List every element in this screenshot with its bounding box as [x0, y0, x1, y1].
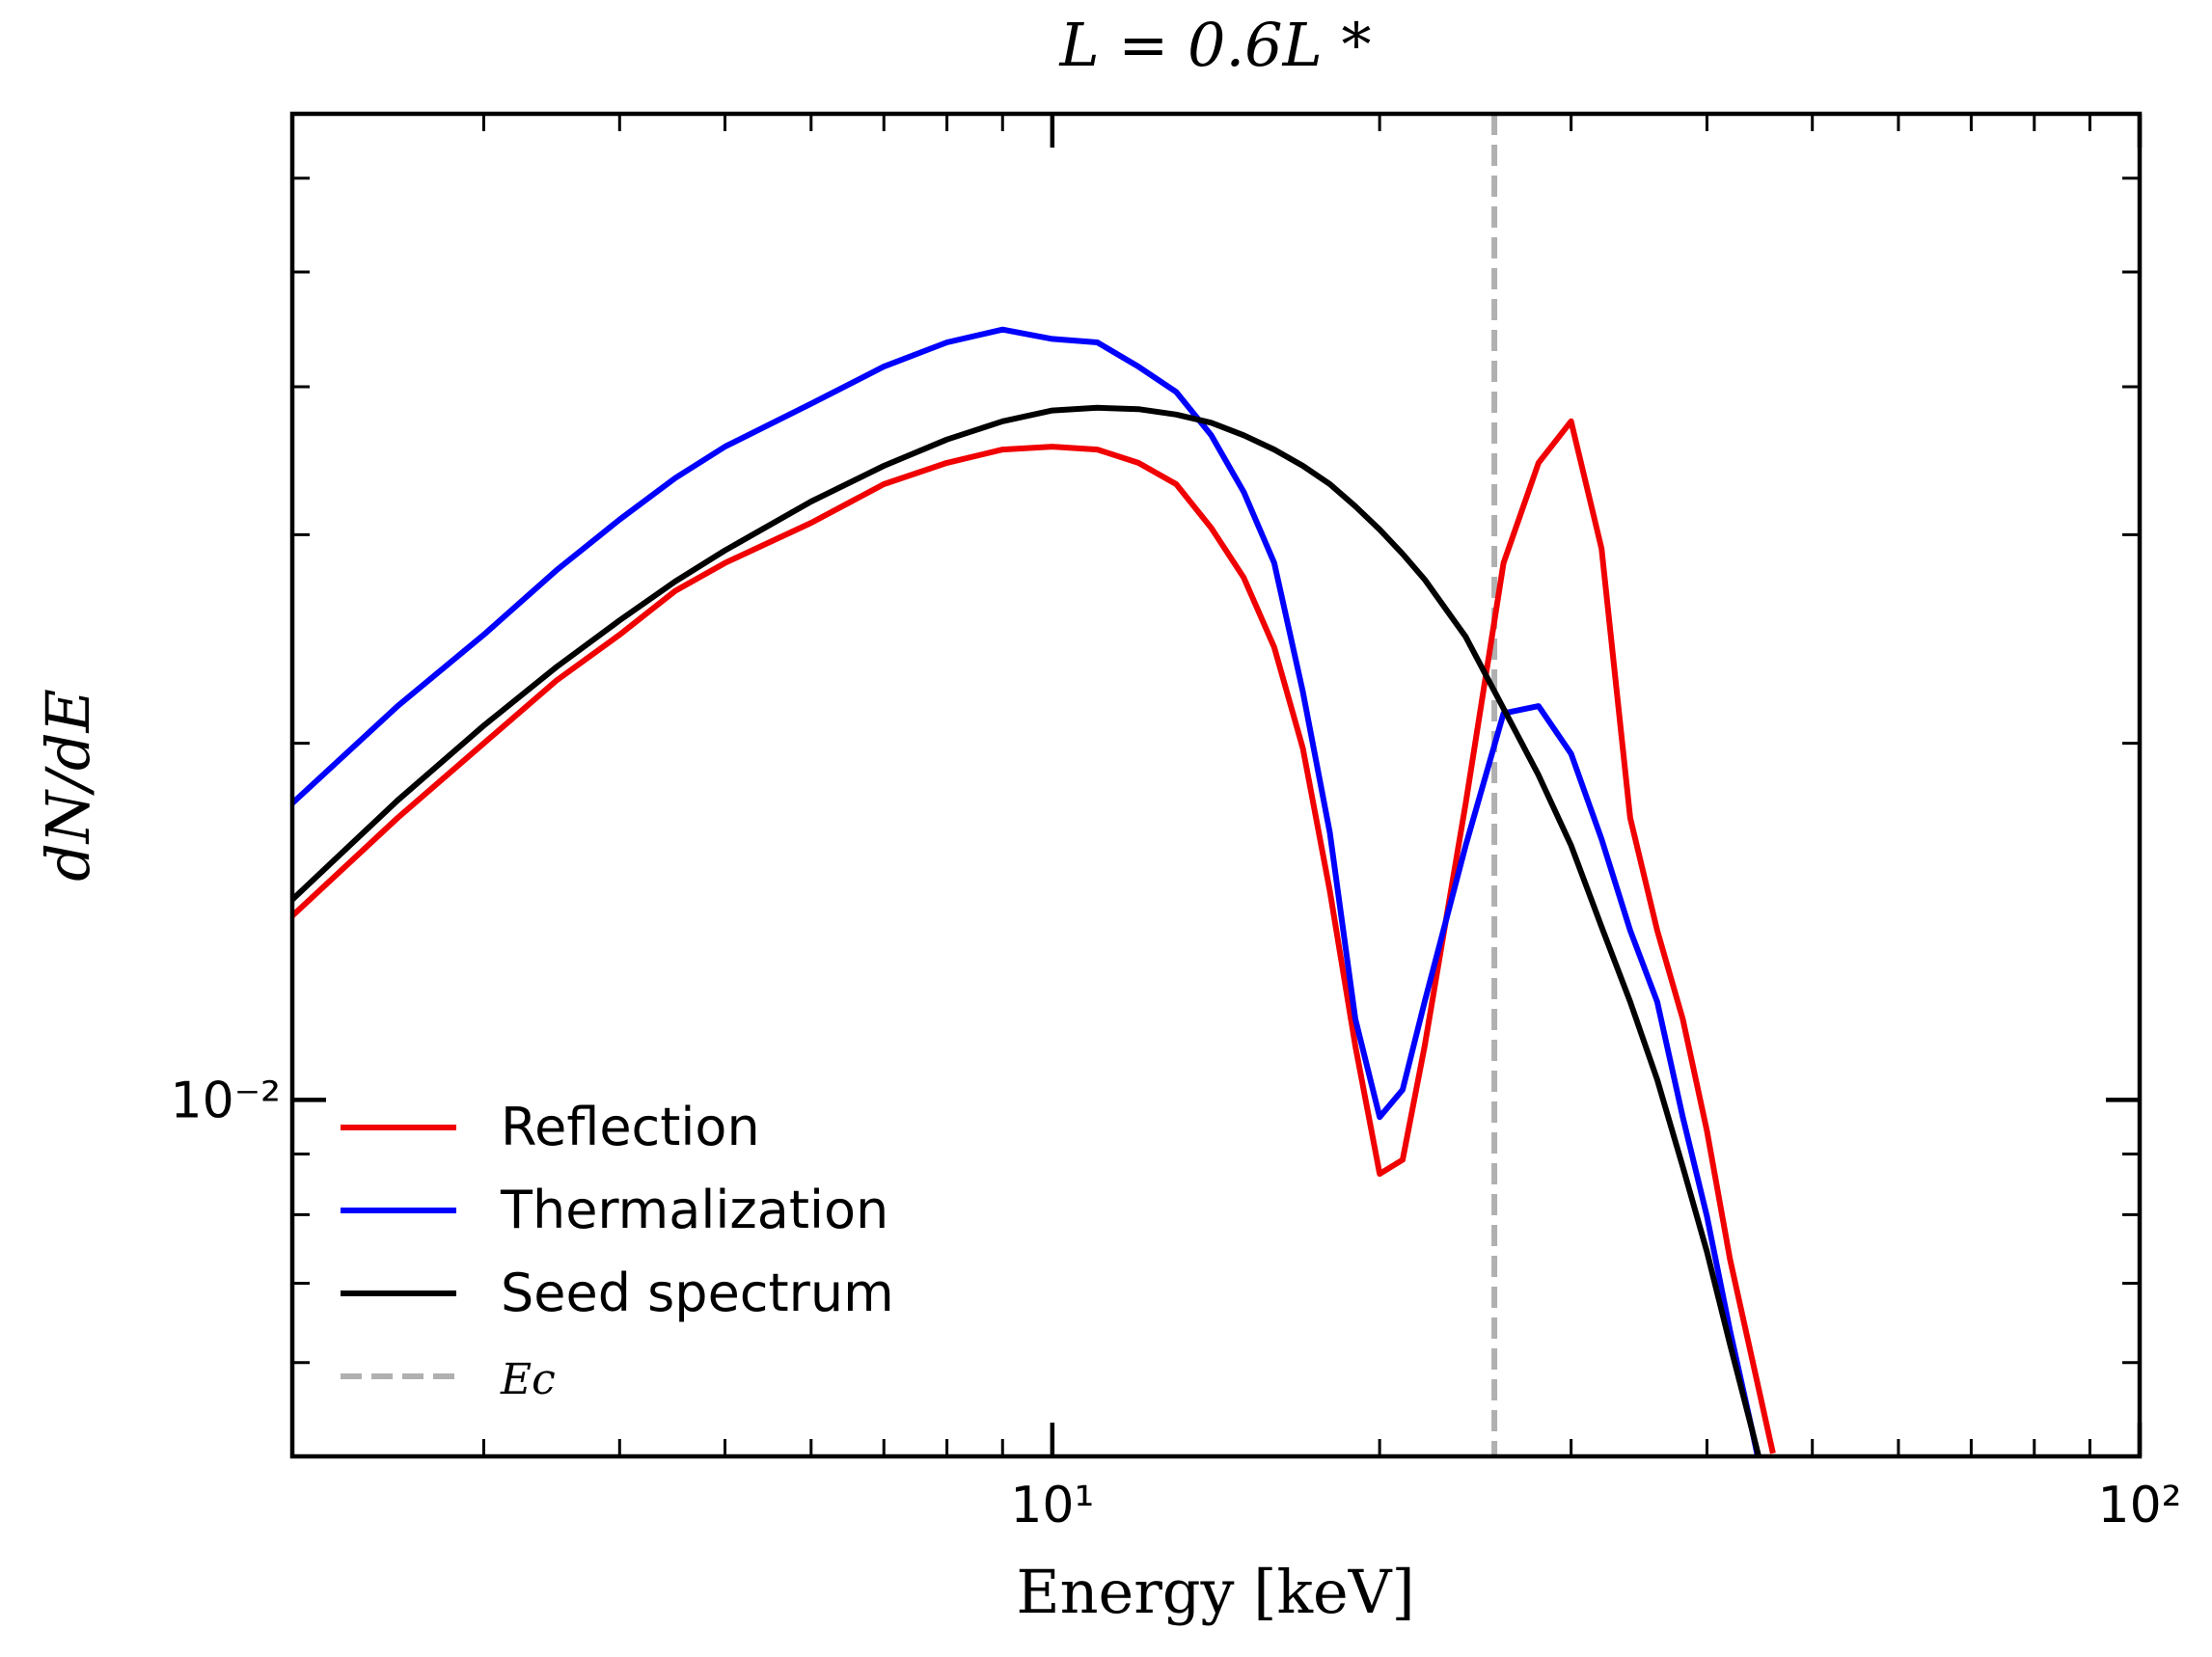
legend-label: Seed spectrum: [501, 1263, 894, 1323]
series-line: [292, 418, 1776, 1454]
legend-label: Ec: [500, 1355, 556, 1404]
y-tick-label: 10⁻²: [171, 1072, 281, 1129]
series-line: [292, 326, 1761, 1456]
plot-area: [292, 114, 1776, 1456]
legend-label: Reflection: [501, 1097, 760, 1157]
x-tick-label: 10¹: [1010, 1477, 1094, 1535]
legend: Reflection Thermalization Seed spectrum Ec: [341, 1097, 894, 1404]
x-axis-label: Energy [keV]: [1016, 1557, 1414, 1627]
plot-frame: [289, 111, 2143, 1459]
axes: 10¹ 10² 10⁻²: [171, 114, 2182, 1535]
chart-title: L = 0.6L *: [1058, 10, 1371, 80]
series-line: [292, 404, 1762, 1456]
legend-label: Thermalization: [500, 1180, 888, 1240]
x-tick-label: 10²: [2097, 1477, 2181, 1535]
y-axis-label: dN/dE: [33, 689, 103, 882]
